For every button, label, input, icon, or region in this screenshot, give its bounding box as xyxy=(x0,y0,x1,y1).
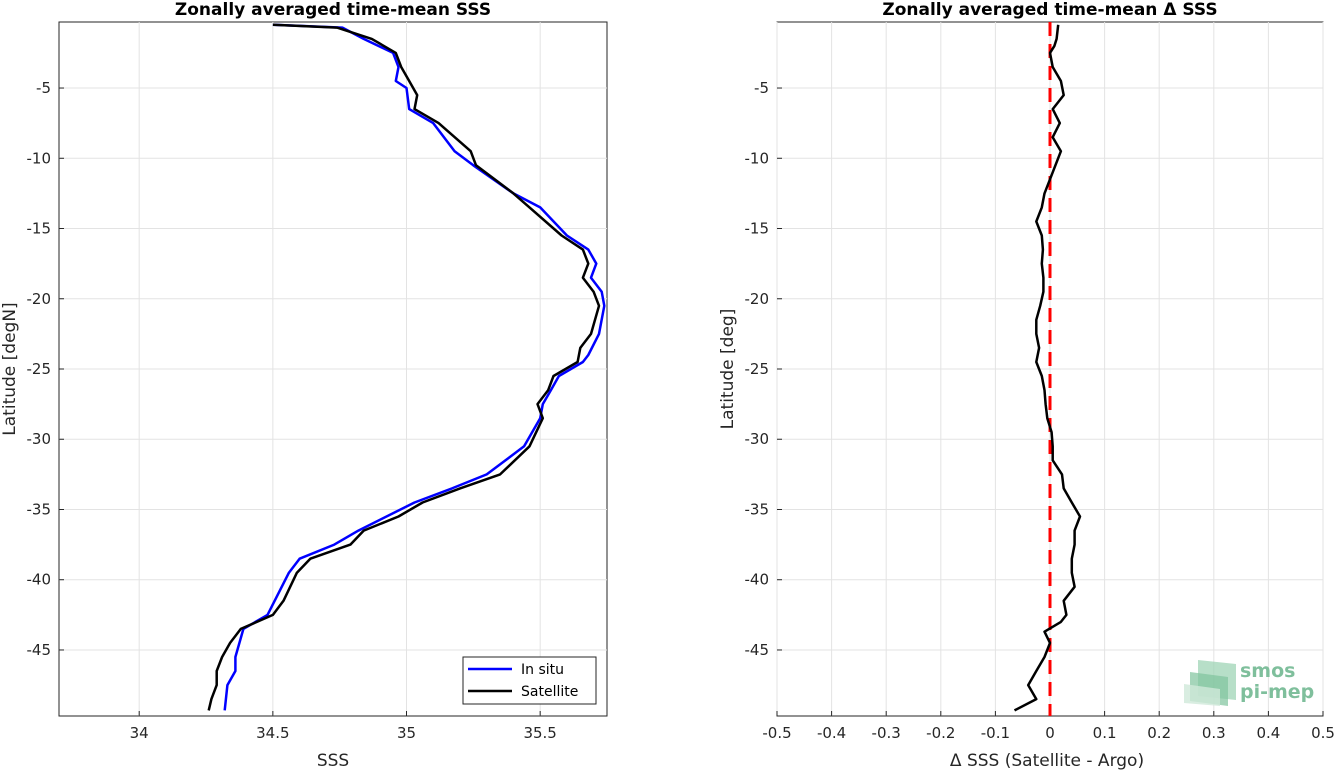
legend-label-satellite: Satellite xyxy=(521,684,578,700)
sss-profile-panel: 34 34.5 35 35.5 -5 -10 -15 -20 -25 -30 -35 -40 -45 Z… xyxy=(0,0,608,770)
series-line-in-situ xyxy=(223,23,606,711)
x-tick-label: 0.4 xyxy=(1256,724,1280,742)
legend: In situ Satellite xyxy=(462,656,597,705)
logo-mark xyxy=(1184,684,1220,706)
series-line-delta-sss xyxy=(1013,24,1082,712)
x-tick-label: -0.2 xyxy=(926,724,955,742)
y-tick-label: -45 xyxy=(27,641,52,659)
y-tick-label: -40 xyxy=(27,571,52,589)
y-tick-label: -10 xyxy=(745,149,770,167)
tick-labels: -0.5 -0.4 -0.3 -0.2 -0.1 0 0.1 0.2 0.3 0.4 0.5 -5 -1… xyxy=(745,79,1335,742)
x-tick-label: -0.1 xyxy=(981,724,1010,742)
x-tick-label: 0 xyxy=(1045,724,1055,742)
y-tick-label: -20 xyxy=(745,290,770,308)
y-tick-label: -15 xyxy=(27,220,52,238)
legend-box xyxy=(462,656,597,705)
grid-lines xyxy=(59,22,607,716)
y-tick-label: -40 xyxy=(745,571,770,589)
chart-title: Zonally averaged time-mean SSS xyxy=(175,0,491,20)
y-tick-label: -25 xyxy=(745,360,770,378)
x-axis-label: SSS xyxy=(317,751,349,770)
y-tick-label: -10 xyxy=(27,149,52,167)
y-tick-label: -30 xyxy=(27,430,52,448)
y-tick-label: -5 xyxy=(754,79,769,97)
y-tick-label: -30 xyxy=(745,430,770,448)
x-tick-label: -0.3 xyxy=(872,724,901,742)
x-tick-label: -0.4 xyxy=(817,724,846,742)
chart-title: Zonally averaged time-mean Δ SSS xyxy=(882,0,1217,20)
smos-pi-mep-logo: smos pi-mep xyxy=(1184,660,1314,706)
logo-text-pi-mep: pi-mep xyxy=(1240,681,1314,703)
x-tick-label: 0.5 xyxy=(1311,724,1335,742)
y-tick-label: -35 xyxy=(745,500,770,518)
x-tick-label: 0.3 xyxy=(1202,724,1226,742)
x-axis-label: Δ SSS (Satellite - Argo) xyxy=(950,751,1144,770)
x-tick-label: 34.5 xyxy=(256,724,289,742)
y-tick-label: -20 xyxy=(27,290,52,308)
y-tick-label: -5 xyxy=(36,79,51,97)
legend-label-in-situ: In situ xyxy=(521,662,564,678)
y-axis-label: Latitude [deg] xyxy=(718,309,738,430)
x-tick-label: 35 xyxy=(397,724,416,742)
x-tick-label: -0.5 xyxy=(762,724,791,742)
x-tick-label: 0.2 xyxy=(1147,724,1171,742)
x-tick-label: 0.1 xyxy=(1093,724,1117,742)
series-line-satellite xyxy=(207,23,601,711)
tick-labels: 34 34.5 35 35.5 -5 -10 -15 -20 -25 -30 -35 -40 -45 xyxy=(27,79,557,742)
y-tick-label: -25 xyxy=(27,360,52,378)
series-lines xyxy=(1013,24,1082,712)
x-tick-label: 34 xyxy=(130,724,149,742)
y-tick-label: -35 xyxy=(27,500,52,518)
y-axis-label: Latitude [degN] xyxy=(0,302,20,435)
y-tick-label: -45 xyxy=(745,641,770,659)
x-tick-label: 35.5 xyxy=(523,724,556,742)
y-tick-label: -15 xyxy=(745,220,770,238)
series-lines xyxy=(207,23,606,711)
delta-sss-panel: -0.5 -0.4 -0.3 -0.2 -0.1 0 0.1 0.2 0.3 0.4 0.5 -5 -1… xyxy=(718,0,1335,770)
logo-text-smos: smos xyxy=(1240,660,1295,682)
